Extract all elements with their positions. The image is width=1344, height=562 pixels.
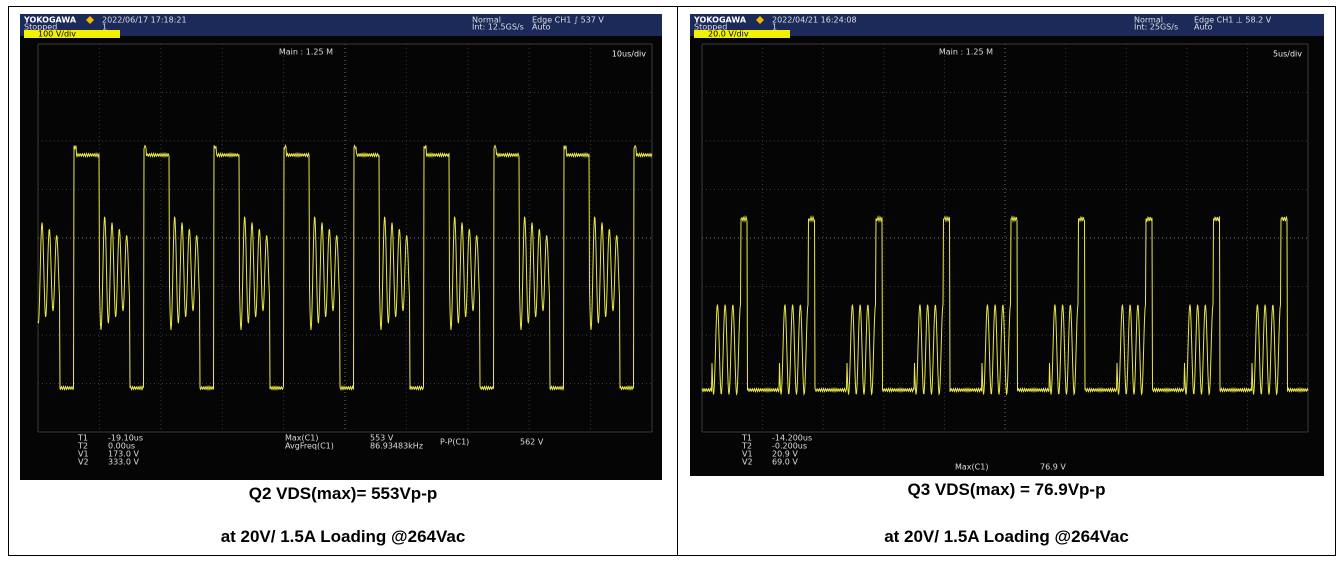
- measure-value: 76.9 V: [1040, 463, 1066, 472]
- measure-label: AvgFreq(C1): [285, 442, 334, 451]
- readout-value: 69.0 V: [772, 458, 798, 467]
- page: YOKOGAWA2022/06/17 17:18:21Stopped1Norma…: [0, 0, 1344, 562]
- trigger-mode: Auto: [1194, 23, 1213, 32]
- channel-scale: 100 V/div: [38, 30, 76, 39]
- main-label: Main : 1.25 M: [939, 48, 993, 57]
- screen-bg: [20, 14, 662, 480]
- trigger-mode: Auto: [532, 23, 551, 32]
- sample-rate: Int: 12.5GS/s: [472, 23, 524, 32]
- readout-label: V2: [742, 458, 753, 467]
- main-label: Main : 1.25 M: [279, 48, 333, 57]
- caption: Q3 VDS(max) = 76.9Vp-p: [677, 480, 1336, 500]
- condition: at 20V/ 1.5A Loading @264Vac: [8, 527, 678, 547]
- readout-label: V2: [78, 458, 89, 467]
- channel-scale: 20.0 V/div: [708, 30, 749, 39]
- measure-label: P-P(C1): [440, 438, 469, 447]
- measure-label: Max(C1): [955, 463, 988, 472]
- measure-value: 562 V: [520, 438, 544, 447]
- readout-value: 333.0 V: [108, 458, 139, 467]
- measure-value: 86.93483kHz: [370, 442, 423, 451]
- screen-bg: [690, 14, 1324, 476]
- timebase: 10us/div: [612, 50, 646, 59]
- datetime: 2022/04/21 16:24:08: [772, 16, 857, 25]
- caption: Q2 VDS(max)= 553Vp-p: [8, 484, 678, 504]
- condition: at 20V/ 1.5A Loading @264Vac: [677, 527, 1336, 547]
- sample-rate: Int: 25GS/s: [1134, 23, 1178, 32]
- timebase: 5us/div: [1273, 50, 1302, 59]
- datetime: 2022/06/17 17:18:21: [102, 16, 187, 25]
